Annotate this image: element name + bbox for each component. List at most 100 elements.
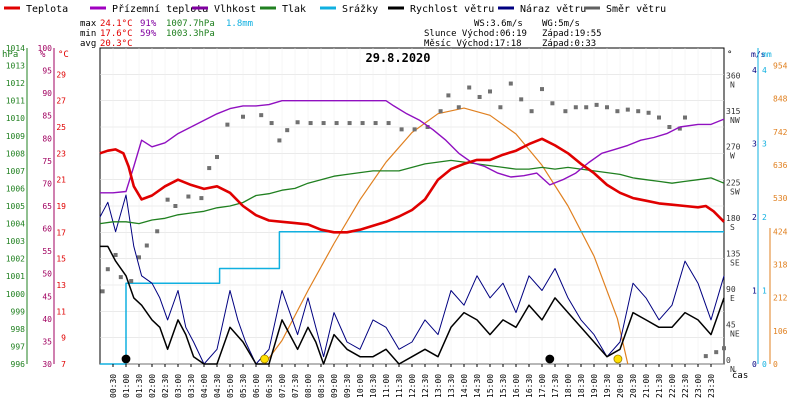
axis-dir-tick: 180 [726,214,741,223]
stat-max-temp: 24.1°C [100,19,133,29]
axis-dir-label: NW [730,116,740,125]
wind-direction-point [186,194,191,199]
wind-direction-point [155,229,160,234]
wind-direction-point [438,109,443,114]
stat-max-hum: 91% [140,19,157,29]
wind-direction-point [386,121,391,126]
axis-temp-tick: 27 [56,97,66,106]
x-tick-label: 07:00 [278,374,287,398]
wind-direction-point [360,121,365,126]
axis-pct-tick: 40 [42,315,52,324]
axis-temp-tick: 15 [56,255,66,264]
wind-direction-point [488,89,492,94]
stat-wg: WG:5m/s [542,19,580,29]
axis-mm-tick: 0 [762,360,767,369]
axis-ms-tick: 1 [752,287,757,296]
legend-label: Náraz větru [520,3,586,15]
axis-hpa-tick: 996 [11,360,26,369]
axis-pct-tick: 30 [42,360,52,369]
wind-direction-point [295,120,300,125]
wind-direction-point [529,109,534,114]
wind-direction-point [714,350,719,355]
x-tick-label: 22:30 [681,374,690,398]
axis-mm-unit: mm [762,50,772,59]
legend-item: Teplota [4,4,68,15]
x-tick-label: 05:00 [226,374,235,398]
x-tick-label: 03:30 [187,374,196,398]
axis-pct-tick: 35 [42,337,52,346]
axis-dir-label: E [730,294,735,303]
x-tick-label: 05:30 [239,374,248,398]
axis-hpa-tick: 1003 [6,237,25,246]
wind-direction-point [347,121,352,126]
x-tick-label: 20:00 [616,374,625,398]
axis-dir-tick: 90 [726,285,736,294]
wind-direction-point [129,279,134,284]
x-tick-label: 15:30 [499,374,508,398]
series [99,81,726,365]
axis-temp-tick: 25 [56,123,66,132]
x-tick-label: 07:30 [291,374,300,398]
chart-title: 29.8.2020 [365,51,430,65]
axis-solar-tick: 742 [773,128,788,137]
wind-direction-point [165,197,170,202]
axis-temp-tick: 21 [56,176,66,185]
wind-direction-point [269,121,274,126]
axis-pct-tick: 85 [42,112,52,121]
axis-pct-tick: 75 [42,157,52,166]
axis-pct-tick: 80 [42,134,52,143]
axis-temp-unit: °C [58,50,69,60]
axis-hpa-tick: 1009 [6,132,25,141]
x-tick-label: 01:30 [135,374,144,398]
x-tick-label: 11:00 [382,374,391,398]
x-tick-label: 10:30 [369,374,378,398]
wind-direction-point [118,275,123,280]
wind-direction-point [615,109,620,114]
x-tick-label: 18:00 [564,374,573,398]
x-tick-label: 19:30 [603,374,612,398]
x-tick-label: 17:00 [538,374,547,398]
stat-moonset: Západ:0:33 [542,39,596,49]
axis-temp-tick: 23 [56,149,66,158]
stat-ws: WS:3.6m/s [474,19,523,29]
stat-avg-temp: 20.3°C [100,39,133,49]
axis-solar-tick: 212 [773,294,788,303]
axis-pct-unit: % [40,50,46,60]
wind-direction-point [277,138,282,143]
axis-temp-tick: 13 [56,281,66,290]
legend-item: Směr větru [584,3,666,15]
wind-direction-point [636,109,641,114]
axis-ms-tick: 0 [752,360,757,369]
x-tick-label: 15:00 [486,374,495,398]
wind-direction-point [683,115,687,120]
axis-pct-tick: 50 [42,270,52,279]
wind-direction-point [446,93,451,98]
axis-pct-tick: 60 [42,225,52,234]
sun-marker [260,354,269,364]
axis-hpa-tick: 1001 [6,272,25,281]
series-ground-temperature [100,100,725,194]
x-tick-label: 16:00 [512,374,521,398]
wind-direction-point [573,105,578,110]
axis-hpa-tick: 1007 [6,167,25,176]
axis-hpa-unit: hPa [2,50,18,60]
x-tick-label: 16:30 [525,374,534,398]
x-tick-label: 23:30 [707,374,716,398]
x-axis-label: čas [732,370,748,381]
x-tick-label: 13:30 [447,374,456,398]
axis-ms-tick: 4 [752,66,757,75]
axis-dir-tick: 45 [726,320,736,329]
axis-hpa-tick: 1004 [6,220,25,229]
x-tick-label: 04:00 [200,374,209,398]
stat-min-temp: 17.6°C [100,29,133,39]
wind-direction-point [207,166,212,171]
axis-dir-tick: 360 [726,72,741,81]
wind-direction-point [498,105,503,110]
x-tick-label: 03:00 [174,374,183,398]
wind-direction-point [399,127,404,132]
legend-item: Náraz větru [498,3,586,15]
wind-direction-point [225,122,230,127]
axis-solar-tick: 636 [773,161,788,170]
x-tick-label: 06:30 [265,374,274,398]
